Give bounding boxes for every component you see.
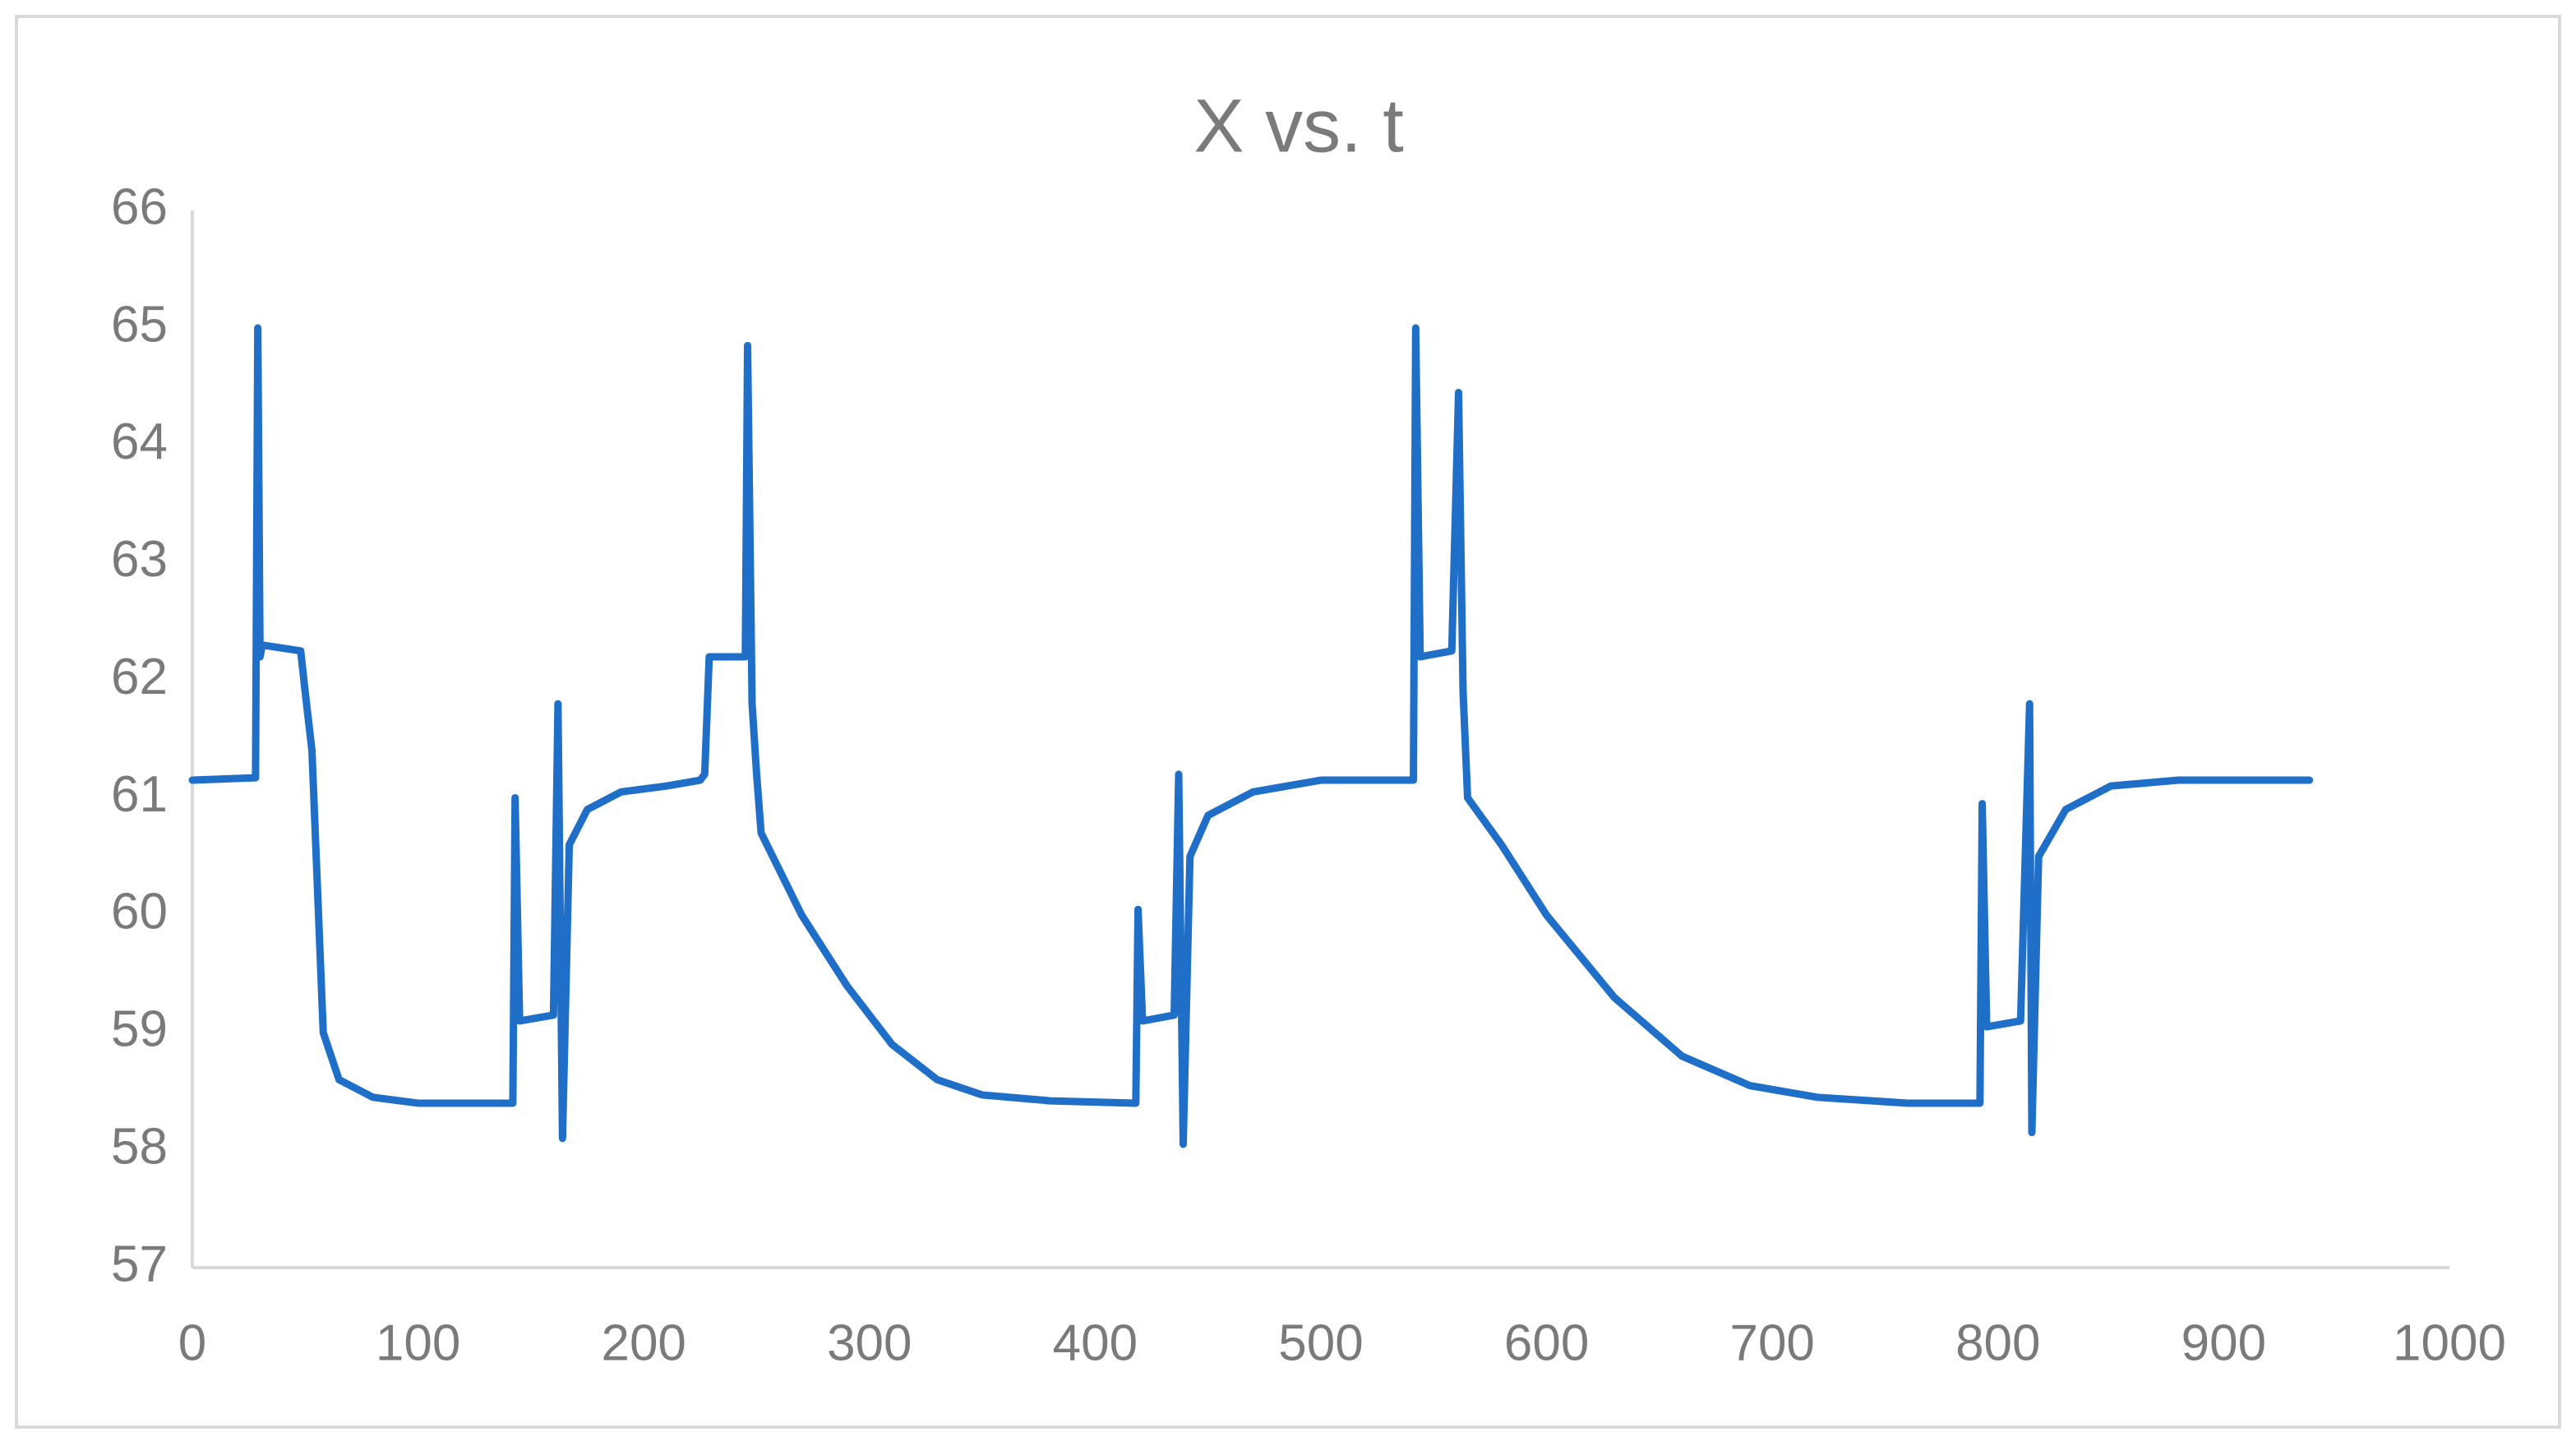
- x-tick-label: 700: [1729, 1314, 1814, 1371]
- y-tick-label: 57: [111, 1236, 168, 1292]
- chart-border: [15, 15, 2561, 1429]
- x-tick-label: 200: [601, 1314, 686, 1371]
- y-tick-label: 64: [111, 413, 168, 470]
- x-tick-label: 900: [2181, 1314, 2266, 1371]
- y-tick-label: 59: [111, 1001, 168, 1058]
- y-tick-label: 61: [111, 766, 168, 823]
- x-tick-label: 100: [376, 1314, 460, 1371]
- y-tick-label: 63: [111, 531, 168, 588]
- x-tick-label: 400: [1053, 1314, 1138, 1371]
- x-tick-label: 0: [178, 1314, 206, 1371]
- x-tick-label: 300: [827, 1314, 912, 1371]
- x-tick-label: 800: [1955, 1314, 2040, 1371]
- y-tick-label: 58: [111, 1118, 168, 1175]
- data-line: [188, 324, 2314, 1148]
- y-tick-label: 66: [111, 178, 168, 235]
- x-tick-label: 500: [1278, 1314, 1363, 1371]
- x-tick-label: 1000: [2393, 1314, 2506, 1371]
- chart-title: X vs. t: [1193, 84, 1404, 168]
- x-tick-label: 600: [1504, 1314, 1589, 1371]
- y-tick-label: 62: [111, 649, 168, 705]
- y-tick-label: 60: [111, 884, 168, 940]
- y-tick-label: 65: [111, 296, 168, 353]
